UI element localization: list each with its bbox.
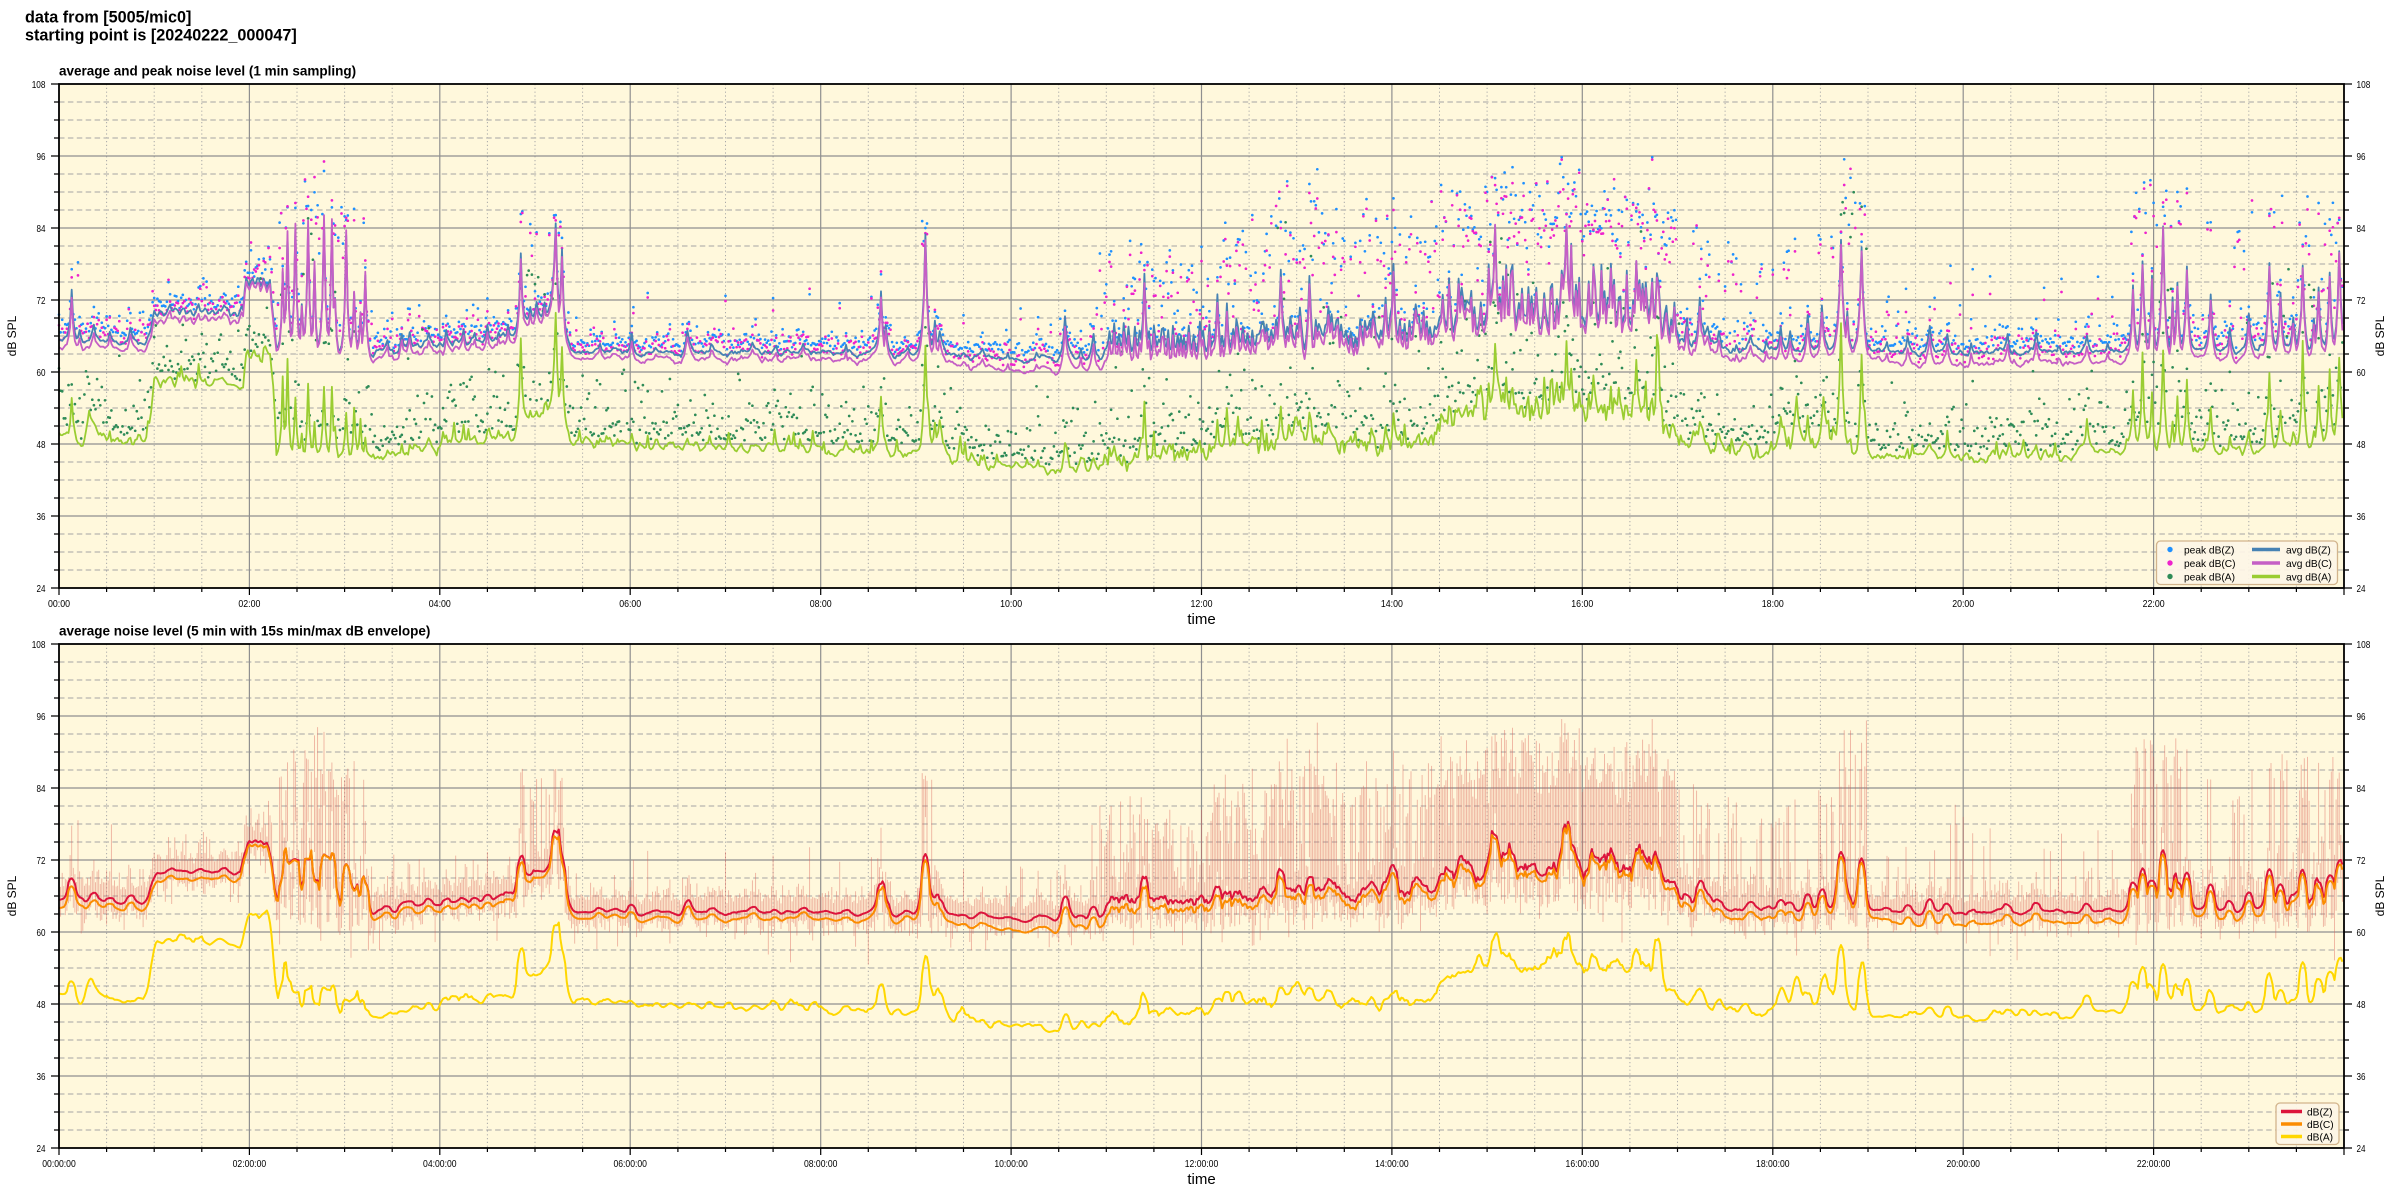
svg-text:06:00: 06:00 (619, 599, 641, 610)
svg-text:22:00:00: 22:00:00 (2137, 1159, 2171, 1170)
svg-text:avg dB(A): avg dB(A) (2286, 572, 2331, 583)
svg-text:22:00: 22:00 (2143, 599, 2165, 610)
svg-text:36: 36 (37, 1072, 46, 1083)
svg-text:72: 72 (37, 856, 46, 867)
svg-text:60: 60 (2357, 928, 2366, 939)
svg-text:24: 24 (2357, 584, 2366, 595)
svg-text:96: 96 (37, 152, 46, 163)
svg-text:48: 48 (37, 1000, 46, 1011)
svg-text:12:00:00: 12:00:00 (1185, 1159, 1219, 1170)
svg-text:48: 48 (2357, 1000, 2366, 1011)
svg-text:96: 96 (2357, 152, 2366, 163)
svg-text:average and peak noise level (: average and peak noise level (1 min samp… (59, 64, 356, 79)
svg-text:02:00:00: 02:00:00 (233, 1159, 267, 1170)
svg-text:16:00: 16:00 (1571, 599, 1593, 610)
svg-text:84: 84 (2357, 784, 2366, 795)
svg-text:18:00:00: 18:00:00 (1756, 1159, 1790, 1170)
svg-text:04:00: 04:00 (429, 599, 451, 610)
svg-text:72: 72 (37, 296, 46, 307)
svg-text:72: 72 (2357, 296, 2366, 307)
svg-text:dB(Z): dB(Z) (2307, 1107, 2332, 1118)
svg-text:04:00:00: 04:00:00 (423, 1159, 457, 1170)
svg-text:20:00: 20:00 (1952, 599, 1974, 610)
svg-text:16:00:00: 16:00:00 (1566, 1159, 1600, 1170)
svg-text:08:00: 08:00 (810, 599, 832, 610)
svg-text:dB SPL: dB SPL (2373, 315, 2387, 356)
svg-text:108: 108 (2357, 80, 2371, 91)
svg-text:time: time (1187, 611, 1215, 628)
svg-text:peak dB(C): peak dB(C) (2184, 559, 2236, 570)
svg-text:36: 36 (2357, 1072, 2366, 1083)
svg-text:96: 96 (37, 712, 46, 723)
svg-text:60: 60 (37, 368, 46, 379)
svg-text:peak dB(A): peak dB(A) (2184, 572, 2235, 583)
svg-text:dB SPL: dB SPL (5, 315, 19, 356)
svg-text:36: 36 (37, 512, 46, 523)
svg-text:20:00:00: 20:00:00 (1946, 1159, 1980, 1170)
svg-text:48: 48 (2357, 440, 2366, 451)
svg-text:00:00: 00:00 (48, 599, 70, 610)
svg-text:average noise level (5 min wit: average noise level (5 min with 15s min/… (59, 624, 430, 639)
svg-text:108: 108 (32, 80, 46, 91)
svg-text:72: 72 (2357, 856, 2366, 867)
svg-text:108: 108 (32, 640, 46, 651)
svg-text:10:00:00: 10:00:00 (994, 1159, 1028, 1170)
svg-text:02:00: 02:00 (238, 599, 260, 610)
svg-text:data from [5005/mic0]: data from [5005/mic0] (25, 9, 191, 27)
svg-text:10:00: 10:00 (1000, 599, 1022, 610)
svg-text:60: 60 (37, 928, 46, 939)
svg-text:12:00: 12:00 (1191, 599, 1213, 610)
svg-text:108: 108 (2357, 640, 2371, 651)
svg-text:84: 84 (2357, 224, 2366, 235)
svg-text:00:00:00: 00:00:00 (42, 1159, 76, 1170)
svg-text:36: 36 (2357, 512, 2366, 523)
svg-text:08:00:00: 08:00:00 (804, 1159, 838, 1170)
svg-text:dB(C): dB(C) (2307, 1120, 2334, 1131)
svg-text:avg dB(C): avg dB(C) (2286, 559, 2332, 570)
svg-text:84: 84 (37, 224, 46, 235)
svg-text:14:00:00: 14:00:00 (1375, 1159, 1409, 1170)
svg-text:dB SPL: dB SPL (2373, 875, 2387, 916)
svg-text:24: 24 (2357, 1144, 2366, 1155)
svg-text:peak dB(Z): peak dB(Z) (2184, 545, 2234, 556)
svg-text:starting point is [20240222_00: starting point is [20240222_000047] (25, 27, 297, 45)
svg-text:avg dB(Z): avg dB(Z) (2286, 545, 2331, 556)
svg-text:24: 24 (37, 1144, 46, 1155)
svg-text:06:00:00: 06:00:00 (613, 1159, 647, 1170)
svg-text:60: 60 (2357, 368, 2366, 379)
svg-text:14:00: 14:00 (1381, 599, 1403, 610)
svg-text:84: 84 (37, 784, 46, 795)
svg-text:18:00: 18:00 (1762, 599, 1784, 610)
svg-text:time: time (1187, 1171, 1215, 1188)
svg-text:dB SPL: dB SPL (5, 875, 19, 916)
svg-text:dB(A): dB(A) (2307, 1132, 2333, 1143)
svg-text:48: 48 (37, 440, 46, 451)
svg-text:24: 24 (37, 584, 46, 595)
svg-text:96: 96 (2357, 712, 2366, 723)
